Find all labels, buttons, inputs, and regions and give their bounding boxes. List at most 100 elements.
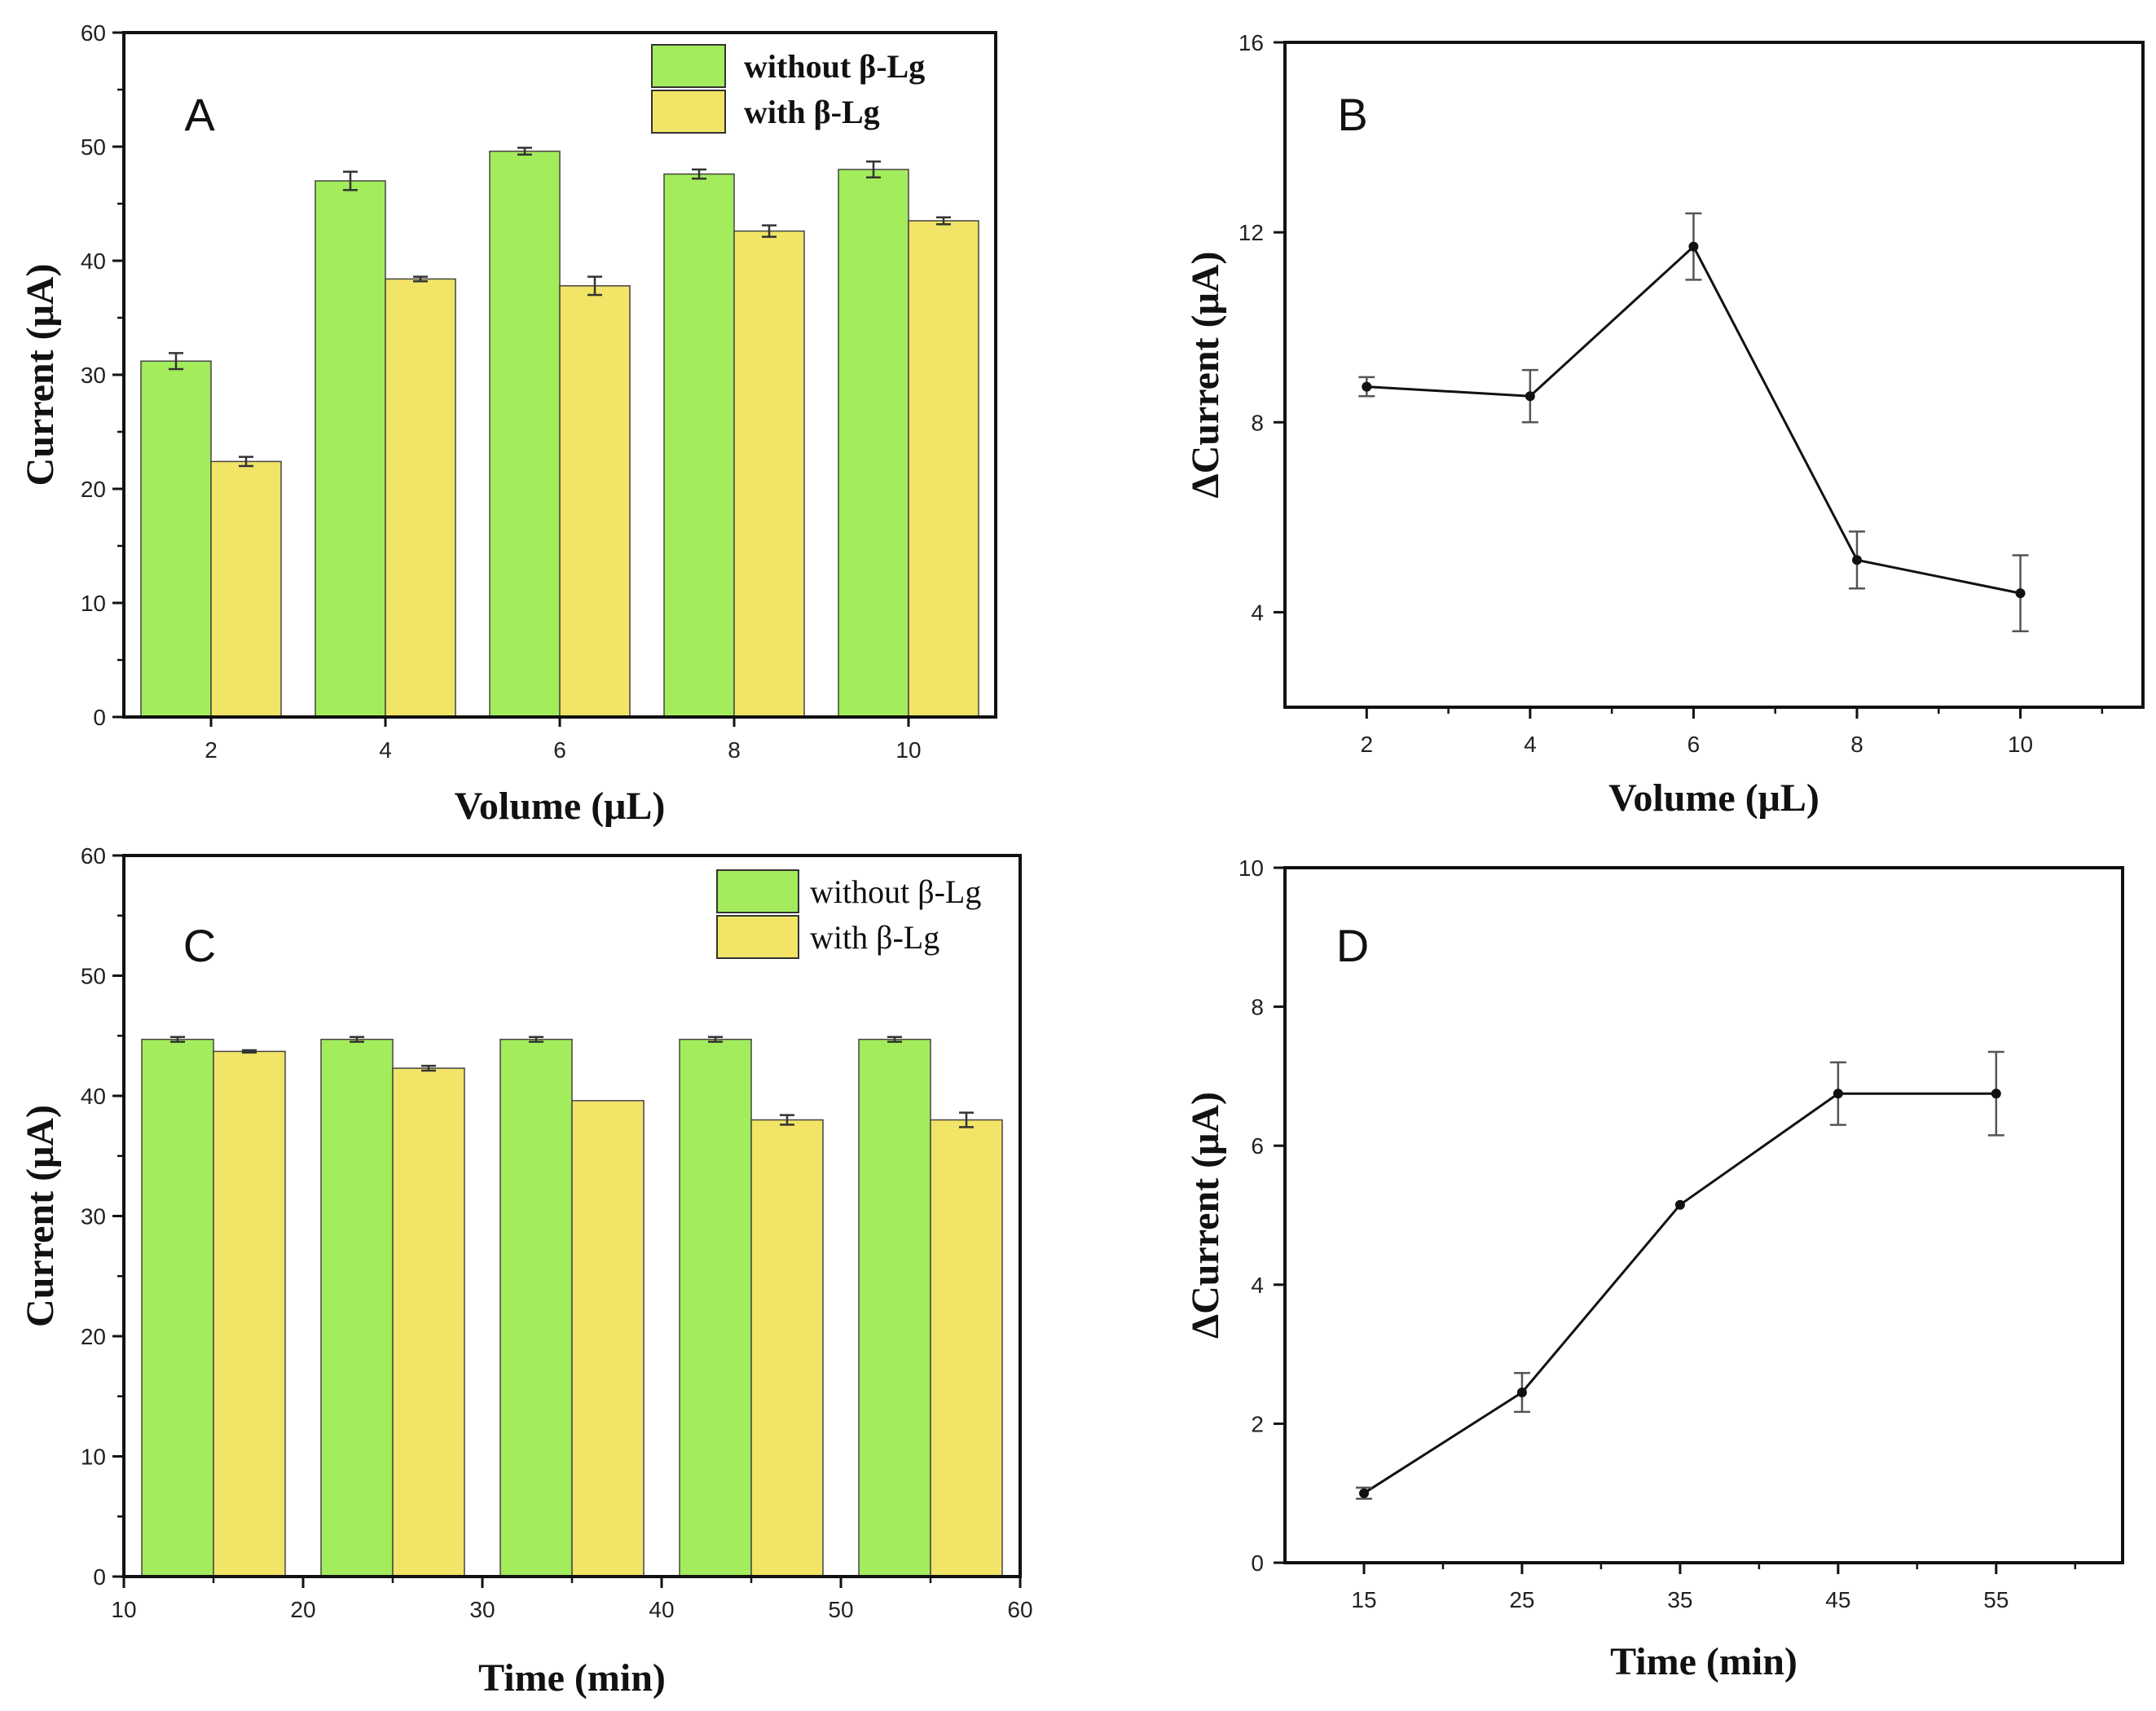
y-tick-label: 16 xyxy=(1239,30,1264,55)
panel-b: 4 8 12 16 2 4 6 8 10 Volume (μL) ΔCurrent (μA) B xyxy=(1184,30,2145,820)
x-tick-label: 6 xyxy=(553,737,566,763)
x-tick-label: 30 xyxy=(469,1597,495,1622)
bar-without xyxy=(679,1038,752,1577)
legend-swatch-with xyxy=(651,90,726,134)
x-tick-label: 8 xyxy=(728,737,741,763)
data-point xyxy=(1852,555,1862,565)
data-point xyxy=(1358,1488,1369,1498)
y-tick-label: 50 xyxy=(81,964,106,989)
y-tick-label: 4 xyxy=(1251,1273,1264,1298)
y-tick-label: 8 xyxy=(1251,995,1264,1020)
panel-letter: C xyxy=(183,920,216,971)
bar-with xyxy=(908,220,979,718)
bar-with xyxy=(213,1050,286,1577)
x-axis-title: Time (min) xyxy=(1610,1640,1797,1683)
y-tick-label: 10 xyxy=(81,591,106,616)
data-point xyxy=(1516,1388,1527,1398)
y-tick-label: 12 xyxy=(1239,220,1264,245)
legend-label-without: without β-Lg xyxy=(744,48,925,85)
y-tick-label: 40 xyxy=(81,1084,106,1109)
legend-swatch-with xyxy=(716,915,799,959)
bar-with xyxy=(930,1119,1003,1577)
x-tick-label: 25 xyxy=(1509,1587,1534,1612)
y-tick-label: 20 xyxy=(81,477,106,502)
x-tick-label: 45 xyxy=(1825,1587,1850,1612)
x-tick-label: 6 xyxy=(1687,732,1701,757)
y-tick-label: 60 xyxy=(81,20,106,46)
y-tick-label: 40 xyxy=(81,249,106,274)
legend-label-without: without β-Lg xyxy=(810,873,981,910)
bar-with xyxy=(210,460,282,718)
x-tick-label: 55 xyxy=(1983,1587,2009,1612)
data-point xyxy=(1525,391,1535,402)
legend-swatch-without xyxy=(651,44,726,88)
data-point xyxy=(1991,1089,2001,1099)
y-tick-label: 6 xyxy=(1251,1133,1264,1159)
panel-letter: D xyxy=(1336,920,1369,971)
bar-with xyxy=(559,285,631,718)
x-tick-label: 15 xyxy=(1351,1587,1376,1612)
panel-letter: A xyxy=(184,89,215,140)
y-tick-label: 0 xyxy=(93,705,106,730)
data-point xyxy=(2015,588,2026,599)
x-tick-label: 2 xyxy=(1360,732,1373,757)
panel-d: 0 2 4 6 8 10 15 25 35 45 55 Time (min) ΔCurrent (μA)… xyxy=(1184,856,2124,1683)
bar-with xyxy=(733,230,805,718)
bar-without xyxy=(140,360,212,718)
bar-with xyxy=(385,278,456,718)
x-tick-label: 2 xyxy=(205,737,218,763)
x-tick-label: 40 xyxy=(649,1597,674,1622)
data-point xyxy=(1674,1199,1685,1210)
bar-without xyxy=(663,173,735,718)
bar-without xyxy=(858,1038,931,1577)
y-tick-label: 10 xyxy=(81,1445,106,1470)
y-tick-label: 4 xyxy=(1251,600,1264,625)
plot-frame xyxy=(1283,41,2145,709)
data-point xyxy=(1688,241,1699,252)
y-axis-title: Current (μA) xyxy=(19,1105,62,1327)
bar-without xyxy=(315,180,386,718)
y-tick-label: 50 xyxy=(81,134,106,160)
y-tick-label: 30 xyxy=(81,1204,106,1229)
bar-with xyxy=(750,1119,824,1577)
bar-without xyxy=(489,150,561,718)
y-tick-label: 10 xyxy=(1239,856,1264,881)
panel-a: 2 4 6 8 10 0 10 20 30 40 50 60 Volume (μL) Current (μ… xyxy=(19,20,997,828)
data-point xyxy=(1362,381,1372,392)
x-tick-label: 60 xyxy=(1007,1597,1032,1622)
y-axis-title: ΔCurrent (μA) xyxy=(1184,1092,1227,1339)
series-line xyxy=(1363,1092,1996,1494)
y-tick-label: 8 xyxy=(1251,410,1264,435)
bar-with xyxy=(571,1100,645,1577)
x-tick-label: 50 xyxy=(828,1597,853,1622)
x-tick-label: 4 xyxy=(1524,732,1537,757)
x-tick-label: 35 xyxy=(1667,1587,1692,1612)
bar-without xyxy=(320,1038,394,1577)
legend-label-with: with β-Lg xyxy=(810,919,939,956)
x-tick-label: 20 xyxy=(290,1597,315,1622)
legend-swatch-without xyxy=(716,869,799,913)
y-tick-label: 20 xyxy=(81,1324,106,1349)
y-tick-label: 2 xyxy=(1251,1411,1264,1436)
x-axis-title: Time (min) xyxy=(478,1656,666,1700)
x-axis-title: Volume (μL) xyxy=(1608,776,1819,820)
y-tick-label: 0 xyxy=(1251,1550,1264,1576)
y-tick-label: 0 xyxy=(93,1564,106,1590)
x-axis-title: Volume (μL) xyxy=(455,785,666,828)
x-tick-label: 10 xyxy=(2008,732,2033,757)
panel-letter: B xyxy=(1337,89,1367,140)
x-tick-label: 4 xyxy=(379,737,392,763)
y-axis-title: Current (μA) xyxy=(19,264,62,486)
data-point xyxy=(1833,1089,1843,1099)
x-tick-label: 10 xyxy=(111,1597,136,1622)
plot-frame xyxy=(1283,866,2124,1564)
x-tick-label: 10 xyxy=(895,737,921,763)
series-line xyxy=(1366,244,2021,595)
bar-with xyxy=(392,1067,465,1577)
y-axis-title: ΔCurrent (μA) xyxy=(1184,251,1227,498)
bar-without xyxy=(838,169,909,718)
y-tick-label: 60 xyxy=(81,843,106,869)
legend-label-with: with β-Lg xyxy=(744,94,880,130)
